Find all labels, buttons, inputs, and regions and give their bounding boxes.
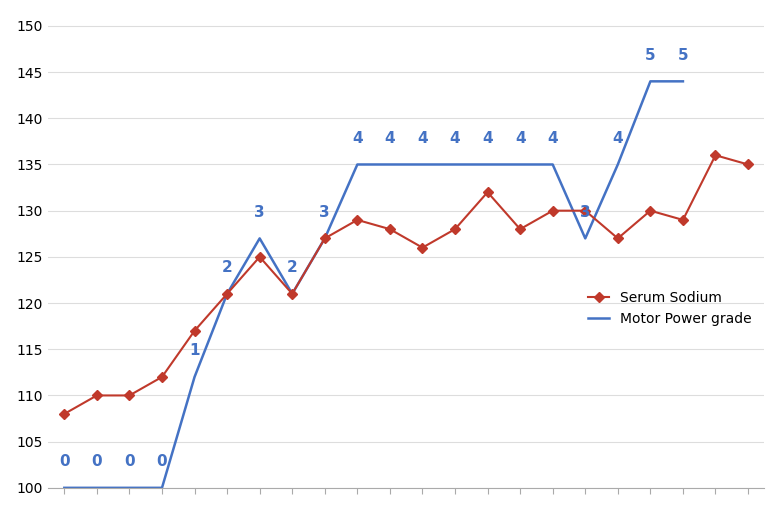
Text: 4: 4	[450, 131, 460, 146]
Text: 4: 4	[547, 131, 558, 146]
Text: 4: 4	[612, 131, 623, 146]
Text: 1: 1	[189, 344, 200, 359]
Text: 4: 4	[417, 131, 428, 146]
Legend: Serum Sodium, Motor Power grade: Serum Sodium, Motor Power grade	[583, 286, 758, 332]
Text: 0: 0	[124, 455, 135, 469]
Text: 3: 3	[319, 205, 330, 220]
Text: 4: 4	[482, 131, 493, 146]
Text: 5: 5	[678, 48, 688, 63]
Text: 2: 2	[222, 260, 233, 275]
Text: 0: 0	[157, 455, 167, 469]
Text: 3: 3	[580, 205, 590, 220]
Text: 0: 0	[59, 455, 70, 469]
Text: 4: 4	[384, 131, 395, 146]
Text: 2: 2	[287, 260, 298, 275]
Text: 4: 4	[352, 131, 362, 146]
Text: 5: 5	[645, 48, 656, 63]
Text: 4: 4	[515, 131, 526, 146]
Text: 0: 0	[91, 455, 102, 469]
Text: 3: 3	[255, 205, 265, 220]
